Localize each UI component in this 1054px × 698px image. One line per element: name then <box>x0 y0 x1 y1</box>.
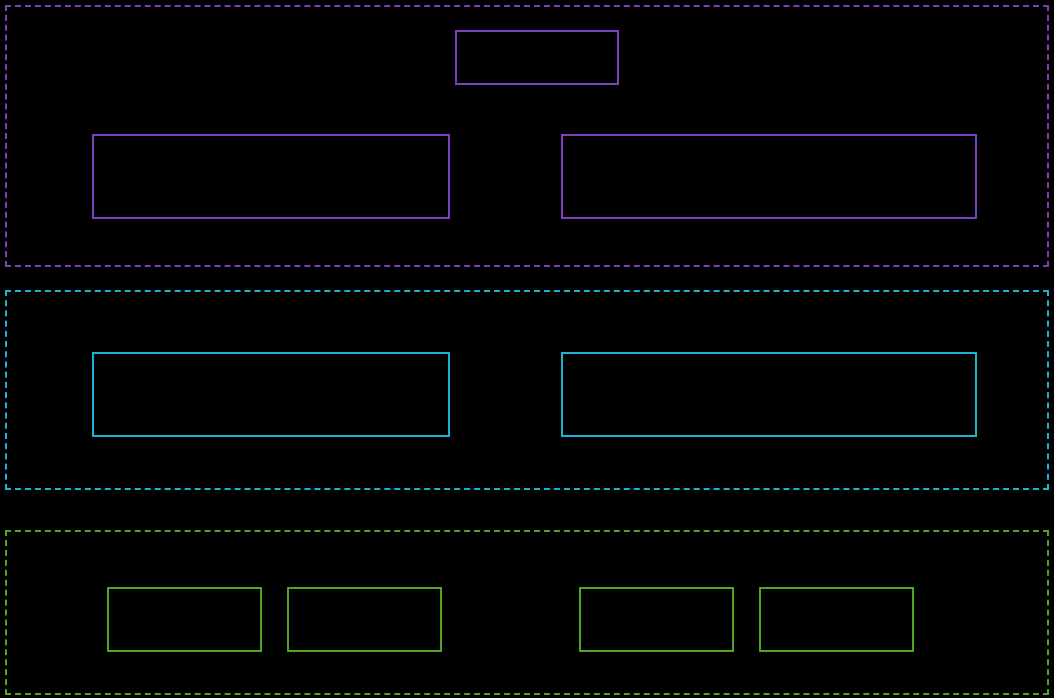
node-s1-left <box>92 134 450 219</box>
node-s3-b2 <box>287 587 442 652</box>
section-section-1 <box>5 5 1049 267</box>
node-s1-top <box>455 30 619 85</box>
node-s3-b4 <box>759 587 914 652</box>
node-s3-b1 <box>107 587 262 652</box>
node-s2-left <box>92 352 450 437</box>
section-section-3 <box>5 530 1049 695</box>
section-section-2 <box>5 290 1049 490</box>
node-s1-right <box>561 134 977 219</box>
node-s2-right <box>561 352 977 437</box>
node-s3-b3 <box>579 587 734 652</box>
